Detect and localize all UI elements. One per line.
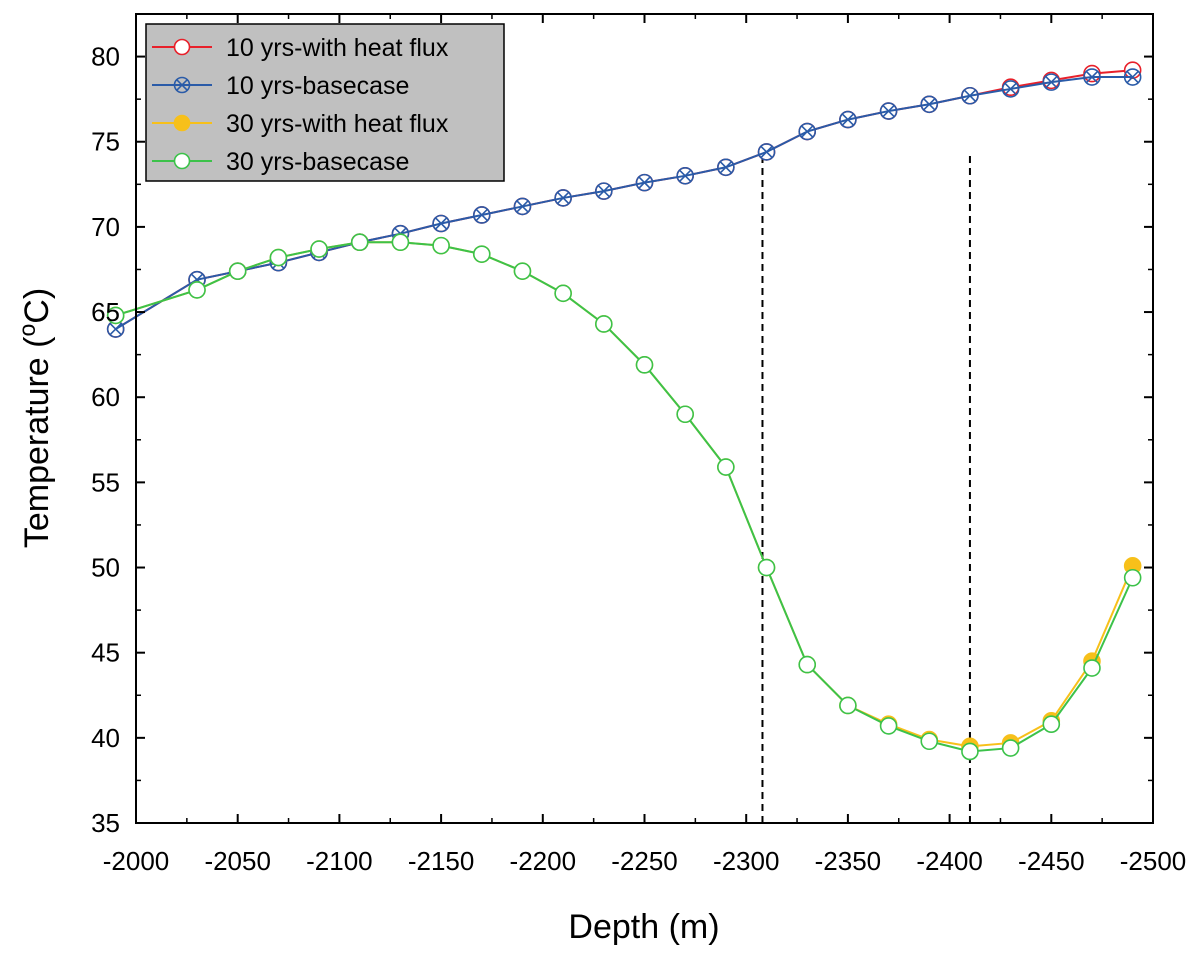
data-point xyxy=(879,717,898,735)
x-tick-label: -2450 xyxy=(1018,846,1085,876)
data-point xyxy=(676,405,694,424)
legend-marker-crossed-circle xyxy=(173,76,191,94)
legend-box xyxy=(145,23,505,182)
data-point xyxy=(432,214,450,233)
data-point xyxy=(1001,739,1020,757)
y-tick-label: 80 xyxy=(91,42,120,72)
legend-item-30yrs-basecase: 30 yrs-basecase xyxy=(152,148,409,176)
data-point xyxy=(635,356,654,374)
data-point xyxy=(472,206,491,224)
x-tick-label: -2150 xyxy=(408,846,475,876)
y-tick-label: 35 xyxy=(91,808,120,838)
data-point xyxy=(757,558,776,577)
data-point xyxy=(472,245,491,263)
data-point xyxy=(391,233,410,252)
data-point xyxy=(717,458,735,476)
data-point xyxy=(1042,73,1061,91)
data-point xyxy=(595,315,613,333)
legend-label-30yrs-basecase: 30 yrs-basecase xyxy=(226,148,409,176)
data-point xyxy=(920,732,939,751)
data-point xyxy=(554,189,572,207)
data-point xyxy=(1083,68,1101,86)
legend-item-30yrs-heat-flux: 30 yrs-with heat flux xyxy=(152,110,449,138)
series-layer xyxy=(106,61,1142,761)
data-point xyxy=(513,262,532,280)
y-tick-label: 40 xyxy=(91,723,120,753)
y-tick-label: 55 xyxy=(91,467,120,497)
data-point xyxy=(1123,68,1142,86)
data-point xyxy=(839,110,857,129)
x-tick-label: -2300 xyxy=(713,846,780,876)
x-tick-label: -2350 xyxy=(815,846,882,876)
data-point xyxy=(717,158,735,177)
x-axis-ticks: -2000 -2050 -2100 -2150 -2200 -2250 -2300 -2350… xyxy=(103,14,1187,876)
data-point xyxy=(513,197,532,216)
data-point xyxy=(757,143,776,161)
x-tick-label: -2500 xyxy=(1120,846,1187,876)
data-point xyxy=(676,167,694,185)
series-3 xyxy=(106,233,1142,756)
data-point xyxy=(1083,659,1101,677)
series-4 xyxy=(106,233,1142,761)
data-point xyxy=(350,233,369,252)
x-tick-label: -2100 xyxy=(306,846,373,876)
legend-label-10yrs-basecase: 10 yrs-basecase xyxy=(226,72,409,100)
y-axis-ticks: 35 40 45 50 55 60 65 70 75 80 xyxy=(91,42,1153,838)
data-point xyxy=(798,655,817,674)
data-point xyxy=(1083,64,1101,83)
x-tick-label: -2200 xyxy=(510,846,577,876)
x-tick-label: -2000 xyxy=(103,846,170,876)
data-point xyxy=(188,281,206,299)
data-point xyxy=(635,173,654,192)
data-point xyxy=(1001,80,1020,98)
legend-item-10yrs-basecase: 10 yrs-basecase xyxy=(152,72,409,100)
series-line xyxy=(115,241,1134,753)
data-point xyxy=(961,86,979,105)
data-point xyxy=(1123,61,1142,80)
y-tick-label: 60 xyxy=(91,382,120,412)
x-tick-label: -2050 xyxy=(204,846,271,876)
y-tick-label: 45 xyxy=(91,638,120,668)
data-point xyxy=(798,122,817,141)
series-line xyxy=(115,241,1134,748)
reference-lines xyxy=(761,151,971,823)
x-axis-title: Depth (m) xyxy=(568,908,719,946)
y-tick-label: 70 xyxy=(91,212,120,242)
y-axis-title: Temperature (oC) xyxy=(14,288,56,548)
data-point xyxy=(1042,715,1061,734)
legend-marker-open-circle xyxy=(173,152,191,170)
y-tick-label: 65 xyxy=(91,297,120,327)
legend-marker-filled-circle xyxy=(173,114,191,132)
x-tick-label: -2400 xyxy=(916,846,983,876)
y-tick-label: 75 xyxy=(91,127,120,157)
x-tick-label: -2250 xyxy=(611,846,678,876)
data-point xyxy=(228,262,247,280)
legend-label-10yrs-heat-flux: 10 yrs-with heat flux xyxy=(226,34,449,62)
data-point xyxy=(920,95,939,114)
data-point xyxy=(310,240,328,258)
legend-marker-open-circle xyxy=(173,38,191,56)
data-point xyxy=(554,284,572,303)
data-point xyxy=(879,102,898,120)
data-point xyxy=(839,696,857,715)
legend: 10 yrs-with heat flux 10 yrs-basecase 30… xyxy=(145,23,505,182)
data-point xyxy=(1123,568,1142,587)
legend-label-30yrs-heat-flux: 30 yrs-with heat flux xyxy=(226,110,449,138)
data-point xyxy=(432,236,450,255)
y-tick-label: 50 xyxy=(91,553,120,583)
data-point xyxy=(595,182,613,200)
data-point xyxy=(961,742,979,761)
data-point xyxy=(269,248,288,267)
data-point xyxy=(106,306,125,325)
legend-item-10yrs-heat-flux: 10 yrs-with heat flux xyxy=(152,34,449,62)
